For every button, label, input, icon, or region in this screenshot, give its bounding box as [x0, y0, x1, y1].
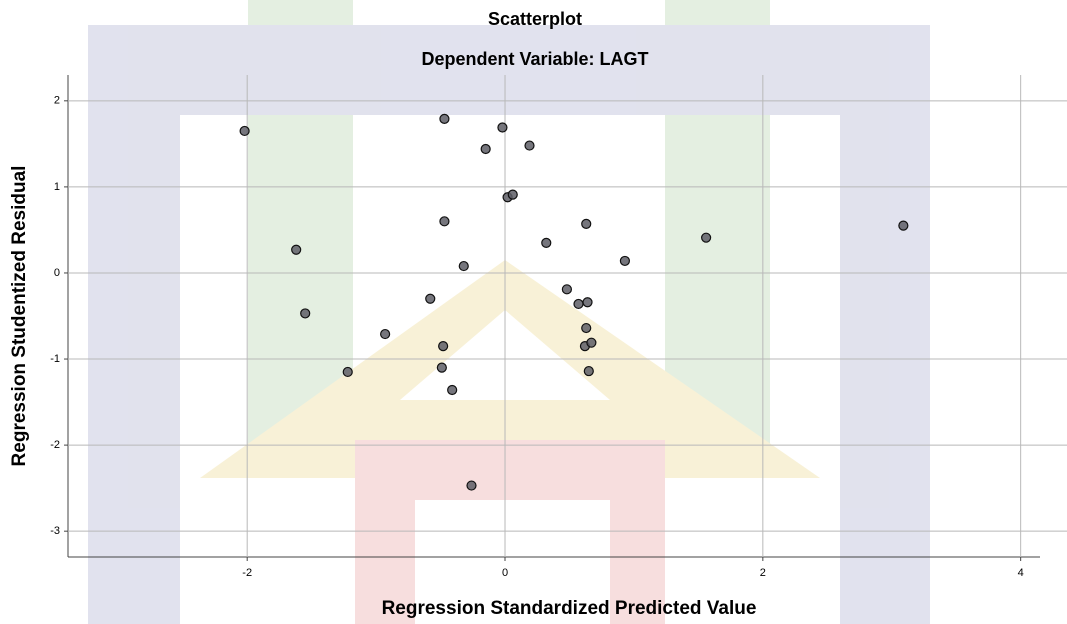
point — [481, 145, 490, 154]
point — [584, 367, 593, 376]
point — [899, 221, 908, 230]
point — [620, 256, 629, 265]
point — [574, 299, 583, 308]
point — [583, 298, 592, 307]
y-tick-label: -1 — [50, 353, 60, 365]
point — [426, 294, 435, 303]
point — [343, 367, 352, 376]
y-tick-label: 1 — [54, 181, 60, 193]
point — [301, 309, 310, 318]
y-axis-label: Regression Studentized Residual — [9, 166, 30, 467]
x-tick-label: 0 — [502, 567, 508, 579]
point — [582, 324, 591, 333]
point — [508, 190, 517, 199]
point — [440, 114, 449, 123]
x-tick-label: -2 — [242, 567, 252, 579]
point — [381, 330, 390, 339]
point — [440, 217, 449, 226]
y-tick-label: 2 — [54, 95, 60, 107]
point — [292, 245, 301, 254]
point — [448, 386, 457, 395]
point — [459, 262, 468, 271]
chart: Scatterplot Dependent Variable: LAGT Reg… — [0, 0, 1067, 624]
point — [498, 123, 507, 132]
point — [587, 338, 596, 347]
chart-title: Scatterplot — [488, 9, 582, 29]
point — [525, 141, 534, 150]
point — [439, 342, 448, 351]
y-tick-label: 0 — [54, 267, 60, 279]
point — [542, 238, 551, 247]
point — [467, 481, 476, 490]
point — [437, 363, 446, 372]
point — [702, 233, 711, 242]
x-tick-label: 2 — [760, 567, 766, 579]
watermark — [88, 0, 930, 624]
y-tick-label: -3 — [50, 525, 60, 537]
point — [240, 126, 249, 135]
x-tick-label: 4 — [1018, 567, 1024, 579]
point — [582, 219, 591, 228]
point — [562, 285, 571, 294]
x-axis-label: Regression Standardized Predicted Value — [382, 598, 757, 619]
y-tick-label: -2 — [50, 439, 60, 451]
chart-subtitle: Dependent Variable: LAGT — [421, 49, 648, 69]
